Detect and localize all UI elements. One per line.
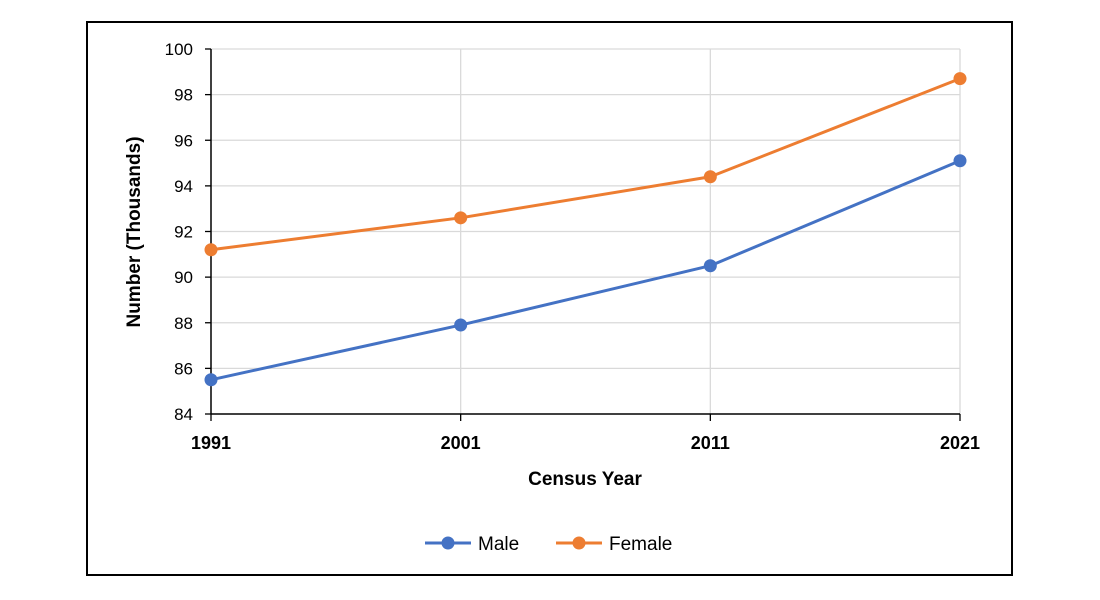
- series: [204, 72, 967, 387]
- y-axis-title: Number (Thousands): [124, 136, 145, 327]
- y-tick-label: 88: [174, 314, 193, 333]
- x-tick-label: 1991: [191, 433, 231, 453]
- y-tick-label: 86: [174, 359, 193, 378]
- data-point-male-2011: [703, 259, 717, 273]
- data-point-male-2021: [953, 154, 967, 168]
- y-tick-label: 100: [165, 40, 193, 59]
- x-tick-label: 2021: [940, 433, 980, 453]
- legend-label-male: Male: [478, 534, 519, 555]
- data-point-male-2001: [454, 318, 468, 332]
- data-point-female-2001: [454, 211, 468, 225]
- y-tick-label: 90: [174, 268, 193, 287]
- gridlines: [211, 48, 961, 414]
- y-tick-label: 98: [174, 86, 193, 105]
- x-axis-title: Census Year: [528, 469, 642, 490]
- y-tick-label: 92: [174, 223, 193, 242]
- chart-frame: [86, 21, 1013, 576]
- legend-marker-female: [572, 536, 586, 550]
- legend-label-female: Female: [609, 534, 672, 555]
- y-tick-label: 96: [174, 131, 193, 150]
- data-point-female-2011: [703, 170, 717, 184]
- y-tick-label: 84: [174, 405, 193, 424]
- data-point-male-1991: [204, 373, 218, 387]
- legend-marker-male: [441, 536, 455, 550]
- series-line-female: [209, 77, 962, 252]
- x-tick-label: 2011: [691, 433, 730, 453]
- axes: [205, 48, 961, 421]
- x-tick-label: 2001: [441, 433, 481, 453]
- data-point-female-1991: [204, 243, 218, 257]
- y-axis-ticks: 84 86 88 90 92 94 96 98 100: [165, 40, 193, 424]
- data-point-female-2021: [953, 72, 967, 86]
- legend: Male Female: [425, 534, 672, 555]
- x-axis-ticks: 1991 2001 2011 2021: [191, 433, 980, 453]
- series-line-male: [209, 159, 962, 382]
- y-tick-label: 94: [174, 177, 193, 196]
